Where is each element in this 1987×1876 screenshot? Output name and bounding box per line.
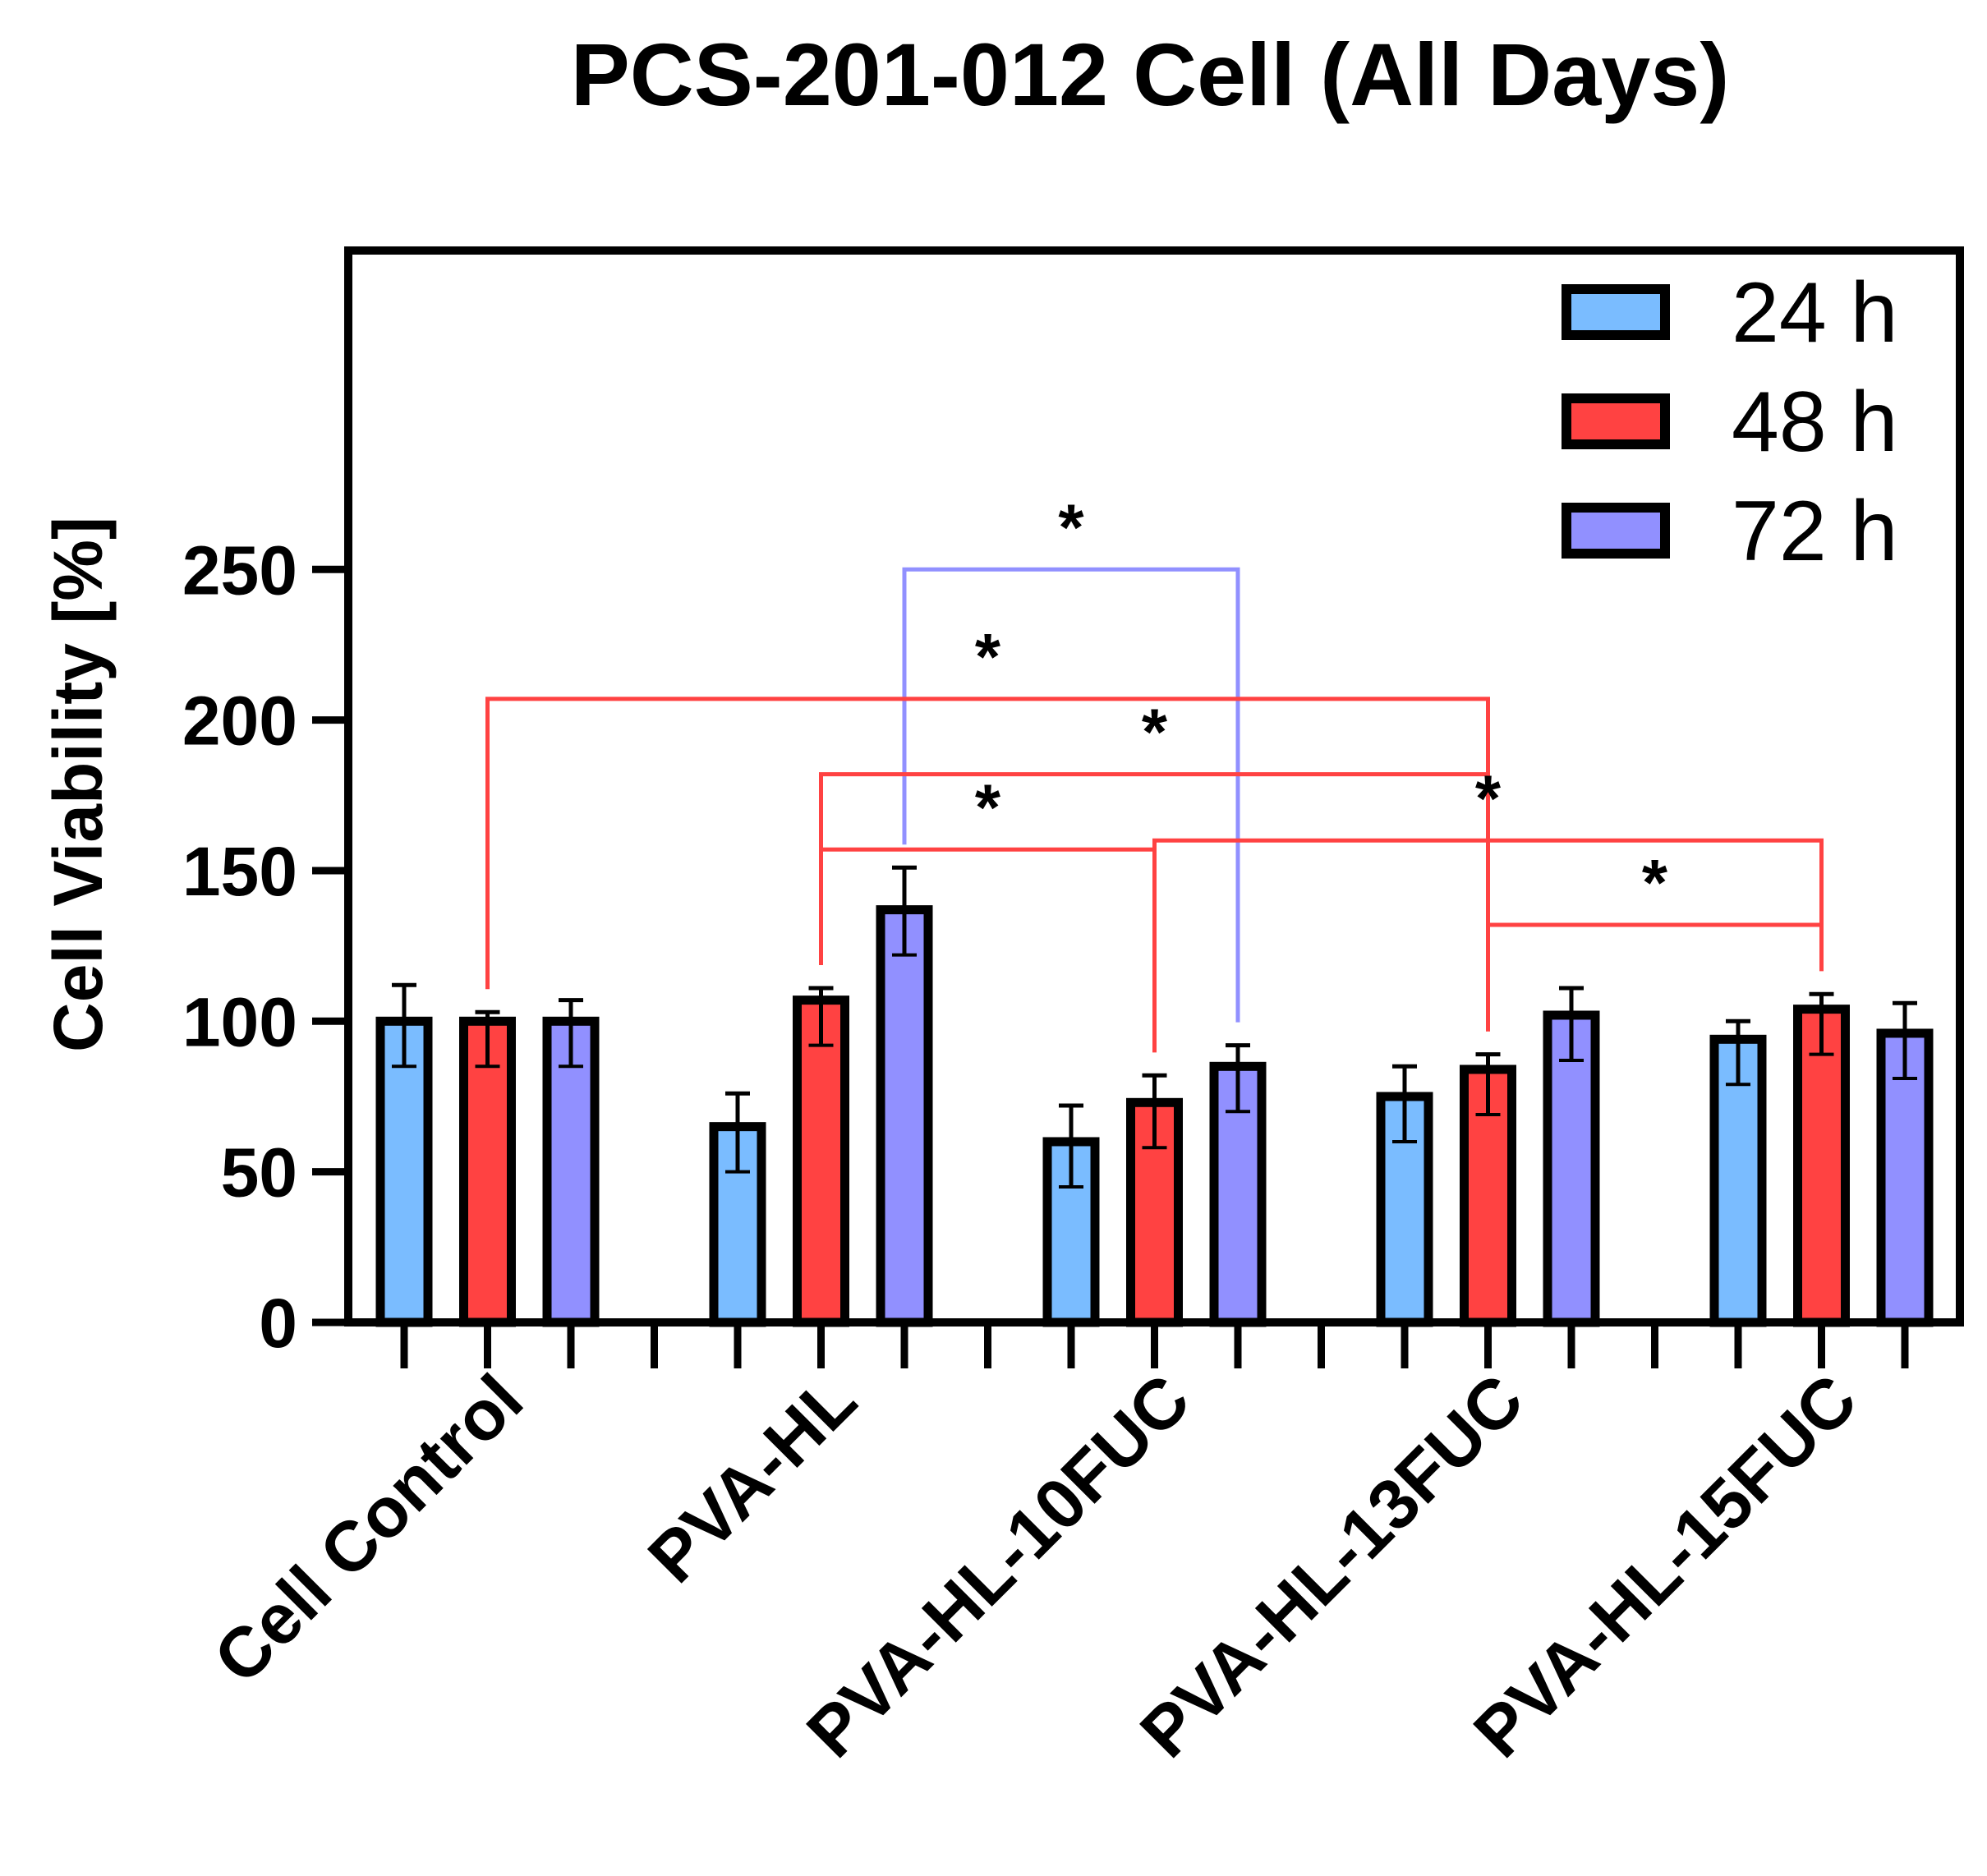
plot-frame: [344, 246, 1964, 1327]
bar: [876, 905, 933, 1327]
legend-swatch: [1562, 284, 1670, 340]
significance-star: *: [1058, 490, 1084, 563]
y-tick-label: 200: [182, 683, 297, 760]
significance-bracket: [902, 567, 1240, 1023]
y-tick-label: 0: [259, 1285, 297, 1362]
y-tick-label: 150: [182, 833, 297, 910]
significance-bracket: [819, 847, 1157, 1053]
x-category-label: PVA-HL: [633, 1360, 872, 1598]
significance-bracket: [1152, 838, 1824, 1053]
legend-swatch: [1562, 503, 1670, 559]
x-category-label: Cell Control: [199, 1360, 537, 1699]
y-tick-label: 100: [182, 983, 297, 1060]
bar: [1543, 1010, 1600, 1327]
legend-label: 24 h: [1732, 265, 1897, 361]
plot-area: 0 50 100 150 200 250 * * * * * * 24 h 48 h 72 h Cell Co…: [182, 246, 1964, 1773]
bar: [1793, 1005, 1850, 1327]
bar: [793, 995, 849, 1327]
legend-label: 72 h: [1732, 484, 1897, 579]
chart-title: PCS-201-012 Cell (All Days): [571, 25, 1730, 124]
significance-star: *: [975, 620, 1001, 693]
y-tick-label: 50: [221, 1134, 297, 1212]
y-axis-label: Cell Viability [%]: [39, 517, 117, 1052]
significance-star: *: [975, 770, 1001, 844]
legend-label: 48 h: [1732, 375, 1897, 470]
legend-swatch: [1562, 393, 1670, 449]
significance-bracket: [1486, 922, 1824, 1032]
significance-star: *: [1475, 761, 1502, 835]
significance-star: *: [1642, 846, 1668, 919]
significance-bracket: [485, 697, 1490, 1032]
y-tick-label: 250: [182, 531, 297, 609]
significance-star: *: [1142, 696, 1168, 769]
